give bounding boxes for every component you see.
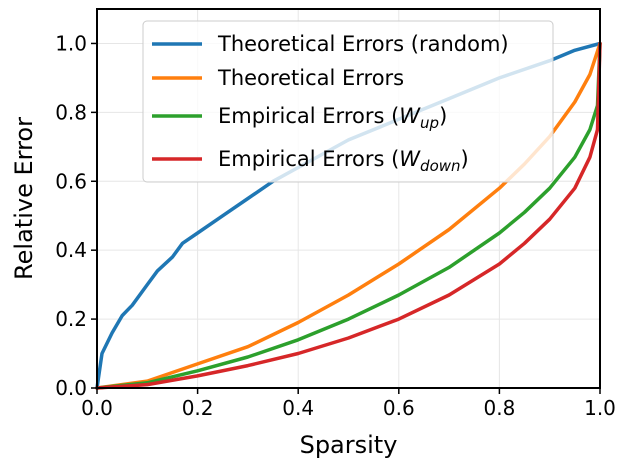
y-tick-label: 0.4: [55, 238, 87, 262]
y-tick-label: 1.0: [55, 31, 87, 55]
legend-box: [142, 20, 554, 183]
y-tick-label: 0.8: [55, 100, 87, 124]
x-tick-label: 0.4: [282, 396, 314, 420]
x-axis-label: Sparsity: [300, 431, 398, 459]
legend-label: Theoretical Errors (random): [217, 32, 509, 56]
series-line: [95, 41, 602, 390]
series-line: [95, 41, 602, 390]
x-tick-label: 0.2: [182, 396, 214, 420]
x-tick-label: 1.0: [584, 396, 616, 420]
y-tick-label: 0.6: [55, 169, 87, 193]
x-tick-label: 0.0: [81, 396, 113, 420]
y-tick-label: 0.2: [55, 307, 87, 331]
x-tick-label: 0.8: [483, 396, 515, 420]
legend-label: Empirical Errors (Wdown): [218, 147, 469, 175]
ticks: 0.0 0.2 0.4 0.6 0.8 1.0 0.0 0.2 0.4 0.6 0.8 1.0: [55, 31, 616, 420]
plot-frame: [96, 8, 601, 389]
series-line: [95, 41, 602, 390]
legend: Theoretical Errors (random) Theoretical E…: [142, 20, 554, 183]
legend-label: Theoretical Errors: [217, 66, 404, 90]
y-axis-label: Relative Error: [10, 117, 38, 280]
x-tick-label: 0.6: [383, 396, 415, 420]
legend-label: Empirical Errors (Wup): [218, 104, 447, 132]
y-tick-label: 0.0: [55, 376, 87, 400]
